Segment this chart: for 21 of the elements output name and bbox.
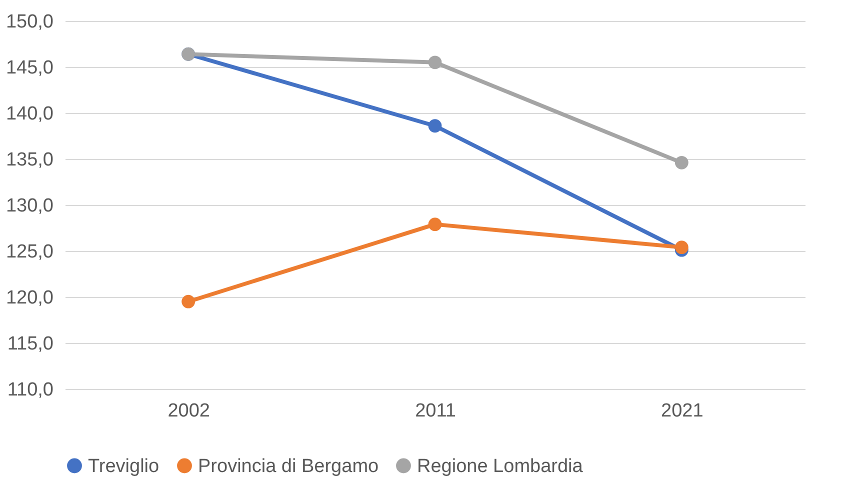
- point: [428, 56, 442, 70]
- y-tick-label: 135,0: [6, 150, 54, 170]
- y-tick-label: 140,0: [6, 104, 54, 124]
- point: [428, 218, 442, 232]
- y-tick-label: 110,0: [7, 380, 54, 400]
- legend-label: Treviglio: [88, 456, 160, 477]
- legend-label: Provincia di Bergamo: [198, 456, 379, 477]
- y-tick-label: 115,0: [7, 334, 54, 354]
- point: [428, 119, 442, 133]
- point: [674, 240, 688, 254]
- y-tick-label: 145,0: [6, 58, 54, 78]
- x-tick-label: 2011: [415, 400, 456, 422]
- y-tick-label: 120,0: [6, 288, 54, 308]
- y-tick-label: 150,0: [6, 12, 54, 32]
- point: [182, 294, 196, 308]
- y-tick-label: 130,0: [6, 196, 54, 216]
- x-tick-label: 2021: [661, 400, 704, 422]
- point: [674, 156, 688, 170]
- y-tick-label: 125,0: [6, 242, 54, 262]
- legend-label: Regione Lombardia: [417, 456, 584, 477]
- x-tick-label: 2002: [168, 400, 210, 422]
